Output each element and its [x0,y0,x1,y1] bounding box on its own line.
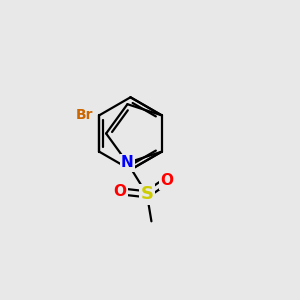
Text: Br: Br [76,108,94,122]
Text: O: O [160,173,173,188]
Text: S: S [140,185,153,203]
Text: O: O [113,184,126,199]
Text: N: N [121,155,134,170]
